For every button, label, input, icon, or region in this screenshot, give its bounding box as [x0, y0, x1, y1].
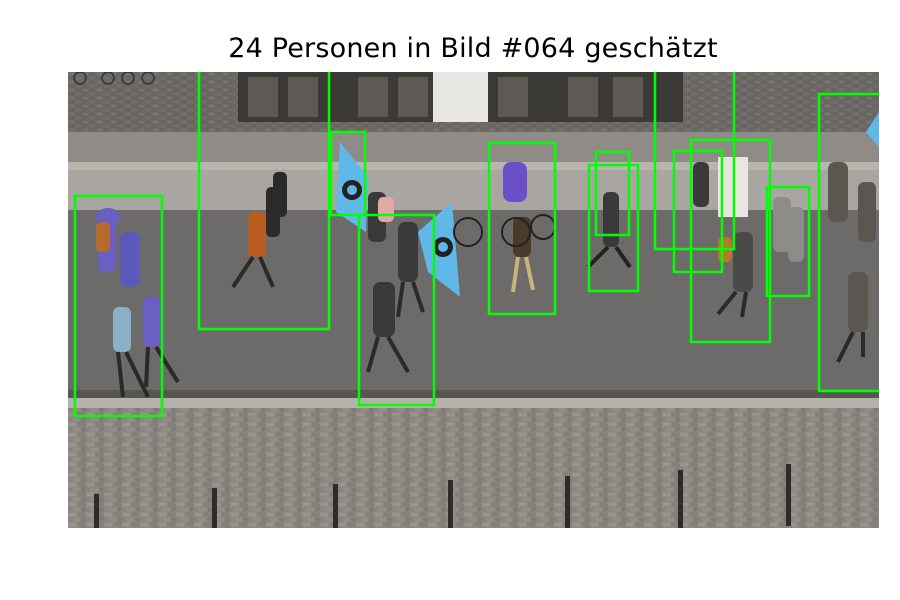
bollards: [94, 464, 791, 528]
detection-box: [329, 130, 367, 217]
detection-box: [587, 163, 640, 293]
flag-left: [336, 142, 368, 232]
detection-box: [73, 194, 164, 418]
detection-box: [357, 213, 436, 407]
detection-box: [689, 138, 772, 344]
bicycles-parked: [73, 72, 155, 85]
gutter: [68, 390, 879, 400]
detection-box: [765, 185, 811, 298]
detection-box: [594, 150, 631, 237]
upper-curb: [68, 162, 879, 170]
detection-box: [197, 72, 331, 331]
detection-box: [487, 141, 557, 316]
detection-box: [817, 92, 879, 393]
detection-boxes: [73, 72, 879, 418]
figure-title: 24 Personen in Bild #064 geschätzt: [228, 33, 718, 64]
lower-curb: [68, 398, 879, 408]
light-sidewalk-strip: [68, 170, 879, 210]
road: [68, 210, 879, 390]
crowd: [96, 112, 879, 398]
street-photo: [68, 72, 879, 528]
flag-right: [418, 202, 460, 297]
detection-box: [653, 72, 736, 251]
detection-box: [672, 149, 724, 274]
lower-sidewalk: [68, 408, 879, 528]
building-facade: [238, 72, 683, 122]
